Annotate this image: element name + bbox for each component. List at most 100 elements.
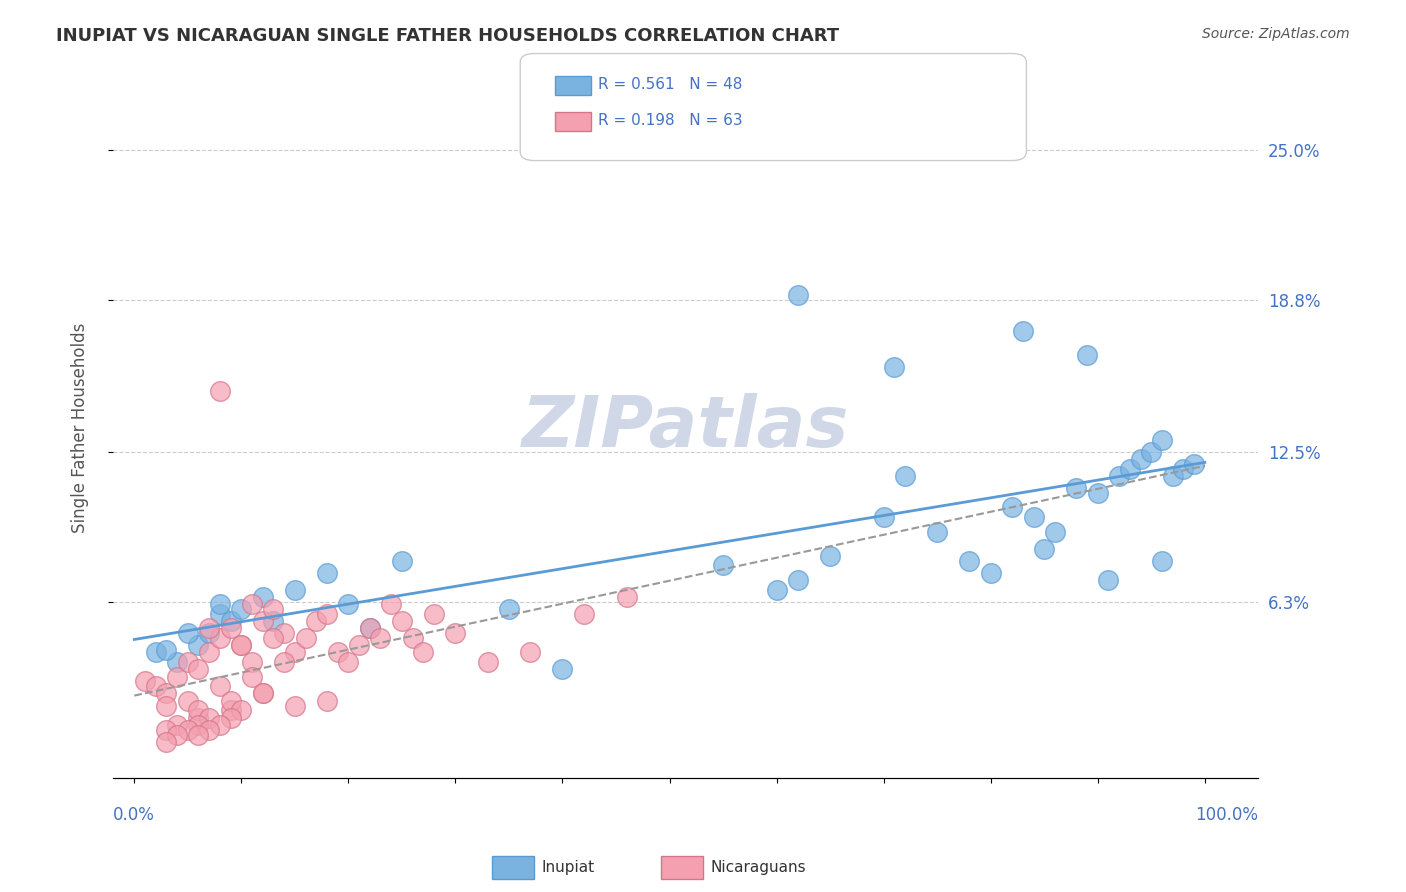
Point [187, 638, 209, 652]
Point [273, 626, 295, 640]
Point [198, 645, 221, 659]
Point [240, 669, 263, 683]
Point [1129, 452, 1152, 467]
Point [477, 655, 499, 669]
Point [166, 718, 188, 732]
Point [252, 686, 274, 700]
Point [316, 566, 339, 580]
Point [208, 631, 231, 645]
Point [316, 694, 339, 708]
Point [359, 621, 381, 635]
Point [155, 698, 177, 713]
Point [380, 597, 402, 611]
Point [305, 614, 328, 628]
Point [284, 698, 307, 713]
Point [316, 607, 339, 621]
Point [208, 718, 231, 732]
Point [1182, 457, 1205, 471]
Point [391, 553, 413, 567]
Point [145, 645, 167, 659]
Text: Inupiat: Inupiat [541, 861, 595, 875]
Point [262, 614, 284, 628]
Point [231, 703, 253, 717]
Point [765, 582, 787, 597]
Point [187, 703, 209, 717]
Point [198, 621, 221, 635]
Point [284, 645, 307, 659]
Point [187, 727, 209, 741]
Point [240, 655, 263, 669]
Point [252, 686, 274, 700]
Text: Source: ZipAtlas.com: Source: ZipAtlas.com [1202, 27, 1350, 41]
Point [1097, 573, 1119, 587]
Point [1066, 481, 1088, 495]
Point [145, 679, 167, 693]
Point [423, 607, 446, 621]
Point [980, 566, 1002, 580]
Point [551, 662, 574, 676]
Point [1140, 445, 1163, 459]
Point [444, 626, 467, 640]
Point [155, 643, 177, 657]
Point [894, 469, 917, 483]
Y-axis label: Single Father Households: Single Father Households [72, 323, 89, 533]
Point [1076, 348, 1098, 362]
Point [1173, 462, 1195, 476]
Point [155, 723, 177, 737]
Point [1108, 469, 1130, 483]
Point [1022, 510, 1045, 524]
Text: R = 0.561   N = 48: R = 0.561 N = 48 [598, 78, 742, 92]
Text: R = 0.198   N = 63: R = 0.198 N = 63 [598, 113, 742, 128]
Point [231, 638, 253, 652]
Point [337, 655, 360, 669]
Point [198, 626, 221, 640]
Point [401, 631, 423, 645]
Point [347, 638, 370, 652]
Point [412, 645, 434, 659]
Point [134, 674, 156, 689]
Point [1011, 324, 1033, 338]
Point [1150, 553, 1173, 567]
Point [616, 590, 638, 604]
Point [177, 723, 200, 737]
Point [219, 710, 242, 724]
Point [219, 703, 242, 717]
Point [252, 614, 274, 628]
Point [1001, 500, 1024, 515]
Point [177, 655, 200, 669]
Point [787, 288, 810, 302]
Point [787, 573, 810, 587]
Point [359, 621, 381, 635]
Point [166, 669, 188, 683]
Point [927, 524, 949, 539]
Text: INUPIAT VS NICARAGUAN SINGLE FATHER HOUSEHOLDS CORRELATION CHART: INUPIAT VS NICARAGUAN SINGLE FATHER HOUS… [56, 27, 839, 45]
Point [208, 607, 231, 621]
Point [219, 621, 242, 635]
Point [219, 694, 242, 708]
Point [208, 384, 231, 399]
Point [166, 727, 188, 741]
Point [1119, 462, 1142, 476]
Point [294, 631, 316, 645]
Point [187, 662, 209, 676]
Point [198, 723, 221, 737]
Point [231, 602, 253, 616]
Point [498, 602, 520, 616]
Text: 0.0%: 0.0% [112, 806, 155, 824]
Text: ZIPatlas: ZIPatlas [522, 393, 849, 462]
Point [1087, 486, 1109, 500]
Point [240, 597, 263, 611]
Point [1150, 433, 1173, 447]
Point [166, 655, 188, 669]
Point [1043, 524, 1066, 539]
Text: Nicaraguans: Nicaraguans [710, 861, 806, 875]
Point [818, 549, 841, 563]
Point [219, 614, 242, 628]
Point [284, 582, 307, 597]
Point [326, 645, 349, 659]
Point [370, 631, 392, 645]
Point [177, 626, 200, 640]
Point [262, 602, 284, 616]
Point [883, 360, 905, 375]
Point [262, 631, 284, 645]
